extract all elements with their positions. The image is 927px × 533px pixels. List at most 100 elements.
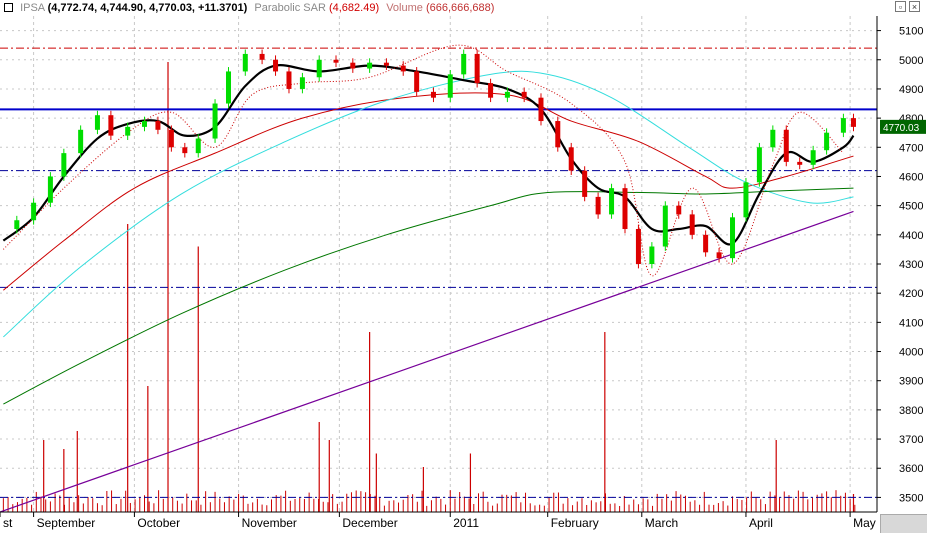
moving-average-line — [3, 70, 854, 338]
symbol-label: IPSA — [20, 2, 45, 14]
candle-body — [716, 252, 722, 259]
candle-body — [14, 220, 20, 229]
restore-button[interactable]: ▫ — [895, 1, 906, 12]
y-tick-label: 5000 — [899, 55, 923, 67]
candle-body — [61, 153, 67, 177]
y-tick-label: 4500 — [899, 201, 923, 213]
candle-body — [400, 65, 406, 72]
candle-body — [783, 129, 789, 162]
y-tick-label: 5100 — [899, 26, 923, 38]
y-tick-label: 3800 — [899, 405, 923, 417]
moving-average-line — [2, 64, 855, 246]
candle-body — [350, 62, 356, 69]
last-price-tag: 4770.03 — [880, 119, 926, 134]
candles[interactable] — [14, 49, 856, 269]
y-tick-label: 4300 — [899, 259, 923, 271]
y-axis: 3500 3600 3700 3800 3900 4000 4100 4200 4300 4400… — [876, 16, 927, 512]
candle-body — [662, 205, 668, 247]
candle-body — [383, 62, 389, 66]
candle-body — [299, 77, 305, 89]
candle-body — [622, 188, 628, 229]
candle-body — [850, 118, 856, 127]
sar-dotted-line — [3, 44, 844, 277]
candle-body — [649, 246, 655, 264]
candle-body — [242, 53, 248, 72]
x-tick-label: December — [342, 516, 397, 530]
y-tick-label: 4000 — [899, 347, 923, 359]
candle-body — [316, 59, 322, 78]
candle-body — [743, 182, 749, 218]
candle-body — [840, 118, 846, 133]
ohlc-values: (4,772.74, 4,744.90, 4,770.03, +11.3701) — [47, 2, 248, 14]
y-tick-label: 4400 — [899, 230, 923, 242]
y-tick-label: 4700 — [899, 142, 923, 154]
y-tick-label: 3900 — [899, 376, 923, 388]
sar-label: Parabolic SAR — [254, 2, 326, 14]
x-tick-label: March — [645, 516, 678, 530]
trendline — [0, 210, 854, 513]
x-tick-label: May — [853, 516, 876, 530]
candle-body — [414, 71, 420, 92]
candle-body — [676, 205, 682, 215]
moving-average-line — [3, 187, 854, 405]
volume-label: Volume — [386, 2, 423, 14]
candle-body — [31, 202, 37, 221]
candle-body — [286, 71, 292, 89]
chart-header: IPSA (4,772.74, 4,744.90, 4,770.03, +11.… — [0, 0, 927, 16]
candle-body — [155, 121, 161, 130]
candle-body — [689, 214, 695, 235]
candle-body — [47, 176, 53, 203]
candle-body — [182, 147, 188, 154]
y-tick-label: 3500 — [899, 492, 923, 504]
candle-body — [461, 53, 467, 75]
y-tick-label: 4200 — [899, 288, 923, 300]
candle-body — [94, 115, 100, 130]
sar-value: (4,682.49) — [328, 2, 380, 14]
close-button[interactable]: × — [909, 1, 920, 12]
x-tick-label: April — [749, 516, 773, 530]
candle-body — [555, 121, 561, 148]
chart-window-icon[interactable] — [4, 3, 13, 12]
candle-body — [824, 132, 830, 151]
candle-body — [635, 228, 641, 264]
scroll-corner[interactable] — [880, 514, 927, 533]
candle-body — [108, 115, 114, 136]
x-tick-label: November — [242, 516, 297, 530]
candle-body — [488, 83, 494, 98]
y-tick-label: 4600 — [899, 171, 923, 183]
candle-body — [367, 62, 373, 69]
candle-body — [333, 59, 339, 63]
y-axis-panel — [877, 16, 927, 512]
candle-body — [538, 97, 544, 122]
candle-body — [504, 91, 510, 98]
x-tick-label: February — [551, 516, 599, 530]
last-price-label: 4770.03 — [883, 123, 920, 134]
candle-body — [225, 71, 231, 104]
candle-body — [259, 53, 265, 60]
candle-body — [756, 147, 762, 183]
candle-body — [447, 74, 453, 98]
candle-body — [810, 150, 816, 165]
x-tick-label: 2011 — [453, 516, 479, 530]
x-axis: st September October November December 2011 Fe… — [0, 511, 877, 530]
candle-body — [212, 103, 218, 139]
last-price-box — [880, 119, 926, 134]
x-tick-label: October — [137, 516, 180, 530]
candle-body — [141, 121, 147, 127]
candle-body — [595, 196, 601, 215]
candle-body — [730, 217, 736, 259]
y-tick-label: 3600 — [899, 463, 923, 475]
candle-body — [168, 129, 174, 148]
x-tick-label: st — [3, 516, 13, 530]
candle-body — [770, 129, 776, 148]
candle-body — [521, 91, 527, 98]
candle-body — [474, 53, 480, 84]
volume-value: (666,666,688) — [425, 2, 495, 14]
y-tick-label: 3700 — [899, 434, 923, 446]
gridlines — [0, 16, 877, 512]
candle-body — [703, 234, 709, 253]
y-tick-label: 4900 — [899, 84, 923, 96]
moving-average-line — [3, 92, 854, 291]
candle-body — [609, 188, 615, 215]
